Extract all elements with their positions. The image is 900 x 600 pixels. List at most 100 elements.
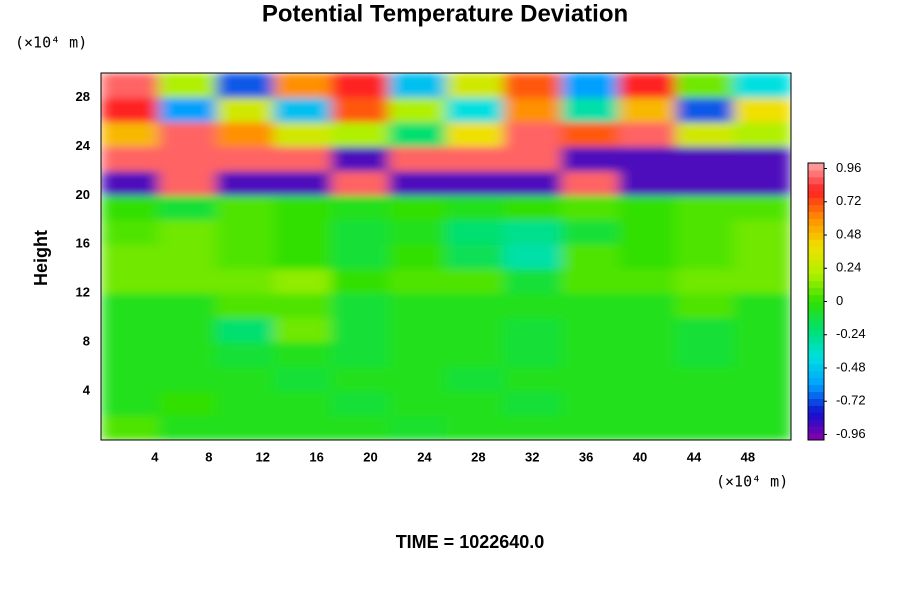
heatmap-cell [216, 195, 274, 221]
heatmap-cell [503, 366, 562, 392]
heatmap-cell [101, 268, 159, 294]
heatmap-cell [101, 293, 159, 319]
colorbar-tick-label: 0 [836, 293, 843, 308]
colorbar-swatch [808, 294, 824, 302]
heatmap-cell [503, 391, 562, 417]
colorbar-swatch [808, 322, 824, 330]
colorbar-tick-label: -0.48 [836, 359, 866, 374]
heatmap-cell [618, 219, 677, 245]
heatmap-cell [561, 73, 619, 98]
heatmap-cell [331, 268, 389, 294]
heatmap-cell [331, 73, 389, 98]
heatmap-cell [561, 317, 619, 343]
colorbar-swatch [808, 405, 824, 413]
heatmap-cell [446, 170, 504, 196]
heatmap [101, 73, 791, 440]
heatmap-cell [101, 121, 159, 147]
heatmap-cell [618, 244, 677, 270]
heatmap-cell [733, 244, 791, 270]
heatmap-cell [446, 121, 504, 147]
colorbar-swatch [808, 287, 824, 296]
heatmap-cell [273, 219, 332, 245]
x-tick-label: 32 [525, 449, 539, 464]
heatmap-cell [388, 268, 447, 294]
heatmap-cell [216, 391, 274, 417]
heatmap-cell [446, 342, 504, 368]
heatmap-cell [216, 366, 274, 392]
colorbar-swatch [808, 266, 824, 275]
chart-title: Potential Temperature Deviation [262, 0, 628, 27]
colorbar-swatch [808, 426, 824, 434]
heatmap-cell [503, 317, 562, 343]
heatmap-cell [331, 366, 389, 392]
heatmap-cell [273, 268, 332, 294]
heatmap-cell [158, 146, 217, 172]
heatmap-cell [446, 293, 504, 319]
heatmap-cell [446, 219, 504, 245]
heatmap-cells [101, 73, 791, 440]
heatmap-cell [388, 146, 447, 172]
heatmap-cell [618, 415, 677, 440]
colorbar-swatch [808, 356, 824, 365]
colorbar-swatch [808, 349, 824, 358]
heatmap-cell [331, 121, 389, 147]
y-tick-label: 28 [76, 89, 90, 104]
colorbar-swatch [808, 197, 824, 206]
heatmap-cell [733, 366, 791, 392]
colorbar-swatch [808, 253, 824, 261]
heatmap-cell [676, 268, 734, 294]
heatmap-cell [331, 170, 389, 196]
heatmap-cell [273, 195, 332, 221]
colorbar-swatch [808, 384, 824, 393]
heatmap-cell [503, 146, 562, 172]
heatmap-cell [561, 293, 619, 319]
heatmap-cell [158, 268, 217, 294]
heatmap-cell [273, 366, 332, 392]
heatmap-cell [158, 73, 217, 98]
heatmap-cell [503, 293, 562, 319]
heatmap-cell [101, 195, 159, 221]
colorbar-swatch [808, 239, 824, 247]
heatmap-cell [216, 415, 274, 440]
heatmap-cell [216, 97, 274, 123]
colorbar-swatch [808, 225, 824, 233]
heatmap-cell [216, 121, 274, 147]
heatmap-cell [273, 73, 332, 98]
heatmap-cell [158, 219, 217, 245]
heatmap-cell [503, 342, 562, 368]
heatmap-cell [158, 244, 217, 270]
heatmap-cell [101, 391, 159, 417]
heatmap-cell [618, 121, 677, 147]
y-unit: (×10⁴ m) [15, 34, 87, 52]
heatmap-cell [331, 97, 389, 123]
colorbar-swatch [808, 419, 824, 427]
heatmap-cell [331, 293, 389, 319]
heatmap-cell [733, 97, 791, 123]
heatmap-cell [618, 391, 677, 417]
heatmap-cell [676, 415, 734, 440]
colorbar-swatch [808, 343, 824, 351]
heatmap-cell [158, 415, 217, 440]
heatmap-cell [273, 415, 332, 440]
heatmap-cell [158, 170, 217, 196]
heatmap-cell [733, 268, 791, 294]
heatmap-cell [503, 415, 562, 440]
heatmap-cell [101, 366, 159, 392]
heatmap-cell [733, 415, 791, 440]
x-tick-label: 44 [687, 449, 702, 464]
heatmap-cell [388, 195, 447, 221]
heatmap-cell [101, 317, 159, 343]
heatmap-cell [503, 73, 562, 98]
heatmap-cell [101, 415, 159, 440]
colorbar-swatch [808, 246, 824, 254]
heatmap-cell [561, 121, 619, 147]
heatmap-cell [331, 317, 389, 343]
heatmap-cell [273, 170, 332, 196]
heatmap-cell [388, 317, 447, 343]
heatmap-cell [331, 415, 389, 440]
heatmap-cell [216, 170, 274, 196]
heatmap-cell [388, 391, 447, 417]
colorbar-swatch [808, 433, 824, 441]
heatmap-cell [676, 73, 734, 98]
